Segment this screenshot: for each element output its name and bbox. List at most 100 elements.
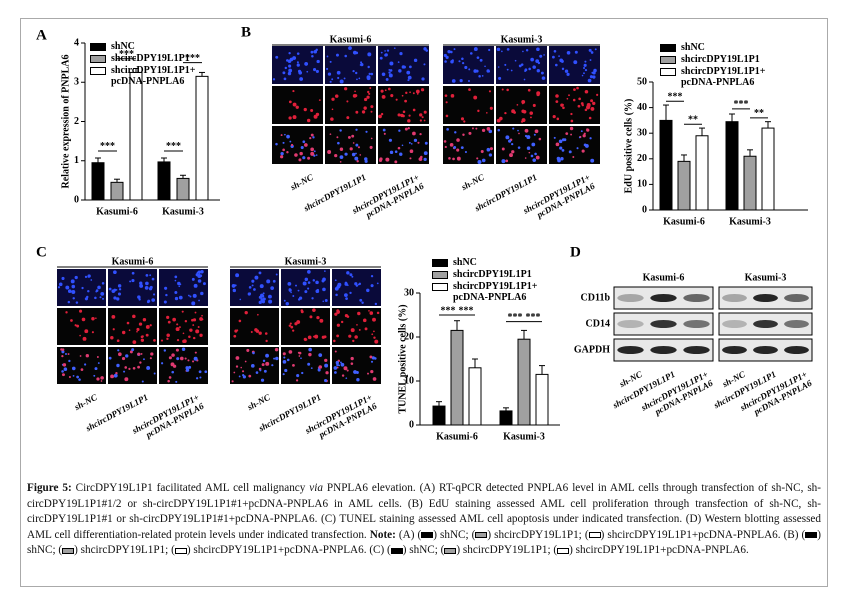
- cell: [166, 333, 170, 338]
- cell: [275, 356, 279, 361]
- swatch: [390, 547, 403, 554]
- cell: [340, 361, 342, 364]
- cell: [543, 54, 545, 56]
- cell: [166, 315, 170, 319]
- cell: [174, 275, 178, 279]
- cell: [261, 294, 265, 298]
- cell: [149, 357, 152, 360]
- cell: [419, 119, 423, 122]
- micrograph: [443, 86, 494, 124]
- cell: [355, 110, 359, 114]
- cell: [561, 67, 565, 71]
- cell: [412, 131, 416, 136]
- cell: [348, 334, 352, 338]
- cell: [346, 369, 349, 372]
- cell: [385, 78, 389, 81]
- cell: [590, 51, 594, 54]
- cell: [533, 133, 536, 136]
- cell: [317, 368, 321, 372]
- cell: [303, 107, 307, 112]
- cell: [408, 114, 411, 117]
- cell: [336, 334, 340, 338]
- cell: [286, 151, 289, 154]
- cell: [446, 128, 449, 131]
- cell: [356, 160, 359, 163]
- protein-label: CD14: [586, 318, 610, 329]
- cell: [326, 55, 329, 58]
- cell: [280, 151, 284, 156]
- cell: [140, 352, 143, 355]
- cell: [407, 79, 410, 82]
- cell: [307, 335, 312, 340]
- cell: [200, 270, 204, 274]
- caption-text: PNPLA6 elevation. (A) RT-qPCR detected P…: [27, 482, 822, 541]
- cell: [488, 70, 491, 73]
- cell: [568, 94, 570, 97]
- frame: [20, 18, 828, 587]
- cell: [522, 50, 524, 53]
- cell: [172, 364, 177, 368]
- cell: [385, 157, 390, 162]
- cell: [371, 333, 374, 336]
- cell: [497, 47, 501, 51]
- cell: [196, 271, 199, 274]
- cell: [347, 284, 349, 287]
- cell: [334, 94, 339, 98]
- y-tick-label: 30: [404, 287, 414, 298]
- legend-swatch: [660, 44, 676, 52]
- cell: [447, 50, 451, 54]
- cell: [295, 105, 299, 109]
- cell: [286, 134, 290, 139]
- cell: [398, 129, 401, 132]
- cell: [141, 335, 144, 338]
- cell: [316, 315, 320, 320]
- cell: [525, 49, 529, 52]
- cell: [344, 152, 348, 156]
- cell: [329, 80, 332, 83]
- cell: [344, 87, 348, 91]
- cell: [528, 67, 531, 71]
- cell: [386, 49, 390, 52]
- cell: [126, 321, 130, 325]
- cell: [176, 357, 180, 361]
- cell: [298, 158, 302, 162]
- cell: [82, 336, 87, 341]
- cell: [384, 53, 388, 57]
- cell: [262, 297, 266, 301]
- y-tick-label: 4: [74, 37, 79, 48]
- cell: [233, 334, 237, 338]
- cell: [116, 297, 120, 301]
- cell: [484, 65, 486, 68]
- cell: [344, 282, 348, 286]
- cell: [292, 102, 297, 107]
- cell: [419, 113, 423, 117]
- cell: [131, 278, 135, 283]
- cell: [361, 110, 366, 114]
- cell: [314, 334, 319, 339]
- cell: [296, 52, 300, 55]
- micrograph: [325, 126, 376, 164]
- cell: [497, 66, 500, 68]
- legend-label: shNC: [453, 257, 477, 268]
- cell: [199, 317, 203, 321]
- cell: [296, 61, 299, 64]
- cell: [561, 103, 564, 106]
- cell: [311, 297, 314, 300]
- cell: [151, 298, 156, 302]
- legend-label: shcircDPY19L1P1+ pcDNA-PNPLA6: [111, 65, 196, 87]
- cell: [554, 63, 558, 67]
- cell: [350, 328, 355, 333]
- cell: [352, 339, 355, 343]
- cell: [593, 68, 597, 73]
- cell: [473, 47, 478, 51]
- cell: [596, 93, 599, 96]
- cell: [526, 146, 531, 150]
- cell: [297, 289, 300, 292]
- cell: [511, 142, 514, 146]
- cell: [488, 129, 493, 134]
- cell: [397, 146, 401, 150]
- cell: [444, 94, 448, 98]
- cell: [589, 75, 593, 79]
- cell: [325, 371, 329, 375]
